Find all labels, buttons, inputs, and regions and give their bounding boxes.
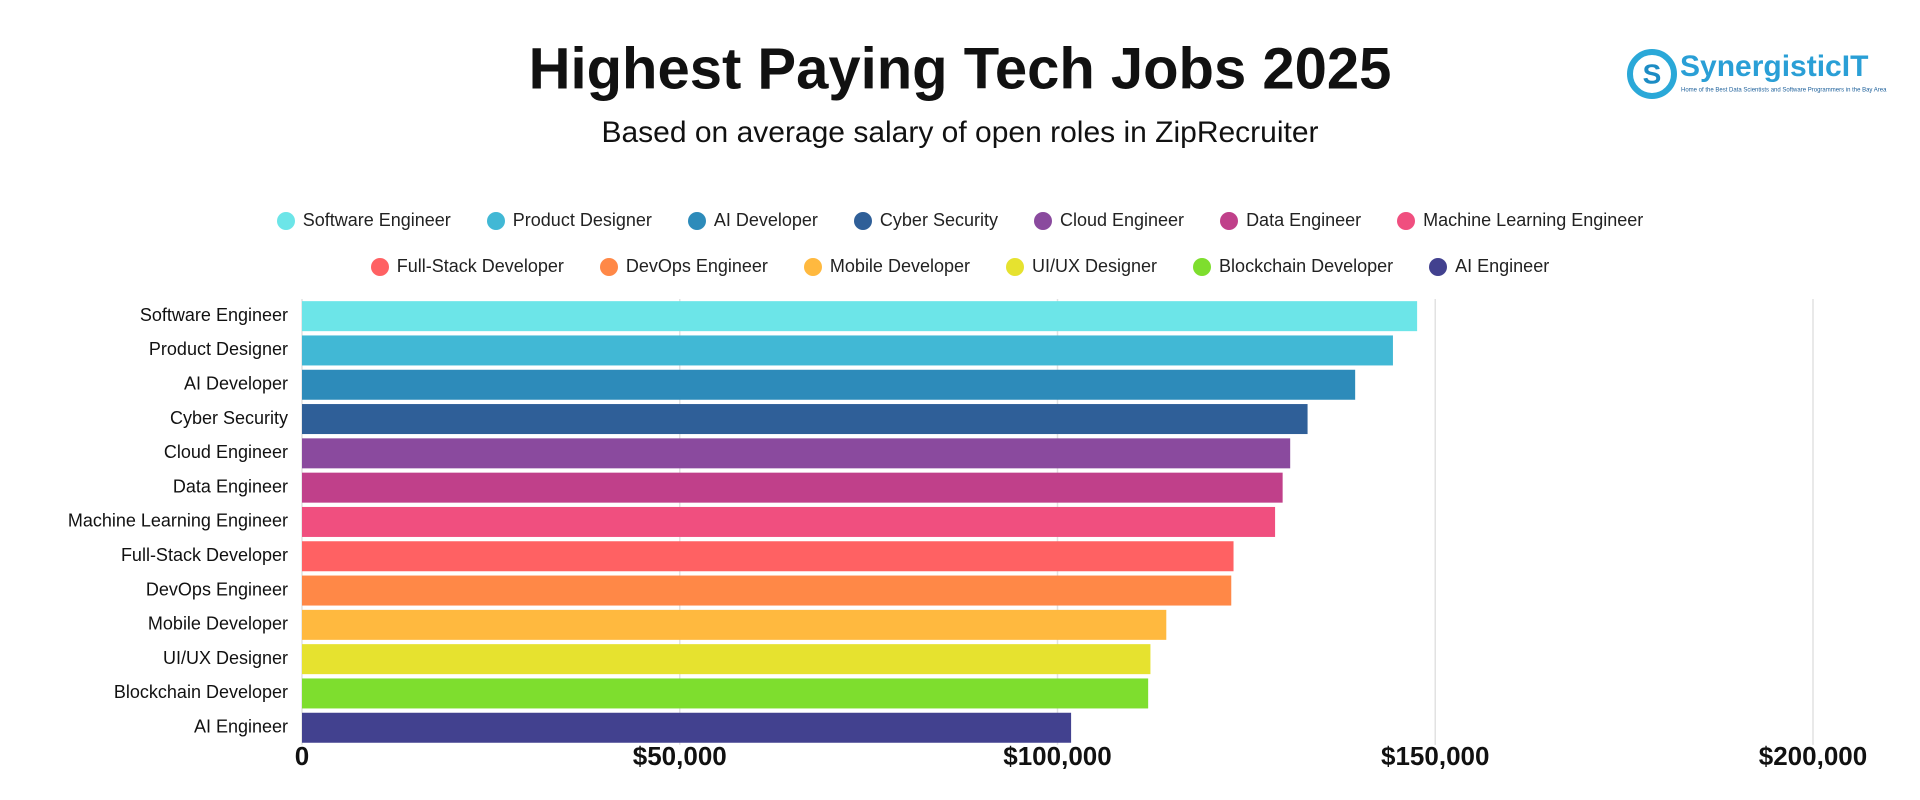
legend-item: Product Designer xyxy=(486,210,652,231)
y-tick-label: UI/UX Designer xyxy=(163,648,288,668)
legend-item: AI Engineer xyxy=(1429,256,1549,277)
x-tick-label: $100,000 xyxy=(1003,741,1111,771)
legend-item: Blockchain Developer xyxy=(1193,256,1393,277)
legend-swatch xyxy=(599,257,618,276)
legend-label: Software Engineer xyxy=(302,210,451,230)
legend-row: Software Engineer Product Designer AI Deve… xyxy=(0,210,1920,231)
legend-item: AI Developer xyxy=(687,210,818,231)
legend-swatch xyxy=(853,211,872,230)
bar xyxy=(302,301,1418,332)
legend-item: Mobile Developer xyxy=(803,256,970,277)
legend-label: DevOps Engineer xyxy=(625,256,768,276)
legend-label: Machine Learning Engineer xyxy=(1423,210,1644,230)
legend-swatch xyxy=(687,211,706,230)
y-tick-label: Data Engineer xyxy=(173,476,288,496)
y-tick-label: Cyber Security xyxy=(170,408,288,428)
y-tick-label: DevOps Engineer xyxy=(146,579,288,599)
bar xyxy=(302,335,1393,366)
x-tick-label: $50,000 xyxy=(633,741,727,771)
legend-label: Blockchain Developer xyxy=(1219,256,1394,276)
legend-item: Cyber Security xyxy=(853,210,998,231)
chart-subtitle: Based on average salary of open roles in… xyxy=(601,116,1318,149)
logo-text: SynergisticIT xyxy=(1680,50,1868,83)
legend-item: Full-Stack Developer xyxy=(370,256,564,277)
bar xyxy=(302,404,1308,435)
legend-swatch xyxy=(1006,257,1024,276)
y-tick-label: Full-Stack Developer xyxy=(121,545,288,565)
y-tick-label: Product Designer xyxy=(149,339,288,359)
y-tick-label: AI Developer xyxy=(184,374,288,394)
bar xyxy=(302,506,1276,537)
legend-item: Machine Learning Engineer xyxy=(1397,210,1643,231)
y-tick-label: Cloud Engineer xyxy=(164,442,288,462)
bar xyxy=(302,678,1149,709)
x-tick-label: $200,000 xyxy=(1759,741,1867,771)
legend-swatch xyxy=(370,257,389,276)
logo-tagline: Home of the Best Data Scientists and Sof… xyxy=(1681,88,1887,94)
legend-swatch xyxy=(1220,211,1239,230)
legend-item: DevOps Engineer xyxy=(599,256,768,277)
y-tick-label: Mobile Developer xyxy=(148,614,288,634)
legend-swatch xyxy=(1429,257,1448,276)
legend-swatch xyxy=(276,211,295,230)
legend-label: Product Designer xyxy=(512,210,652,230)
bar xyxy=(302,472,1283,503)
legend-label: Cloud Engineer xyxy=(1059,210,1185,230)
legend-swatch xyxy=(1193,257,1212,276)
bar xyxy=(302,644,1151,675)
legend-label: AI Engineer xyxy=(1455,256,1550,276)
legend-row: Full-Stack Developer DevOps Engineer Mobil… xyxy=(0,256,1920,277)
legend-label: Mobile Developer xyxy=(829,256,970,276)
bar xyxy=(302,712,1072,743)
legend-item: Data Engineer xyxy=(1220,210,1361,231)
x-tick-label: 0 xyxy=(295,741,309,771)
bar xyxy=(302,609,1167,640)
legend-label: AI Developer xyxy=(713,210,818,230)
bar xyxy=(302,369,1356,400)
legend-item: UI/UX Designer xyxy=(1006,256,1157,277)
x-tick-label: $150,000 xyxy=(1381,741,1489,771)
legend-label: Cyber Security xyxy=(879,210,998,230)
legend-swatch xyxy=(803,257,822,276)
bar xyxy=(302,438,1291,469)
bar xyxy=(302,575,1232,606)
chart-title: Highest Paying Tech Jobs 2025 xyxy=(529,36,1392,101)
bar xyxy=(302,541,1234,572)
y-tick-label: Software Engineer xyxy=(140,305,288,325)
legend-label: Full-Stack Developer xyxy=(396,256,564,276)
legend-item: Cloud Engineer xyxy=(1033,210,1185,231)
y-tick-label: Blockchain Developer xyxy=(114,682,288,702)
legend-label: Data Engineer xyxy=(1246,210,1362,230)
legend-swatch xyxy=(1397,211,1416,230)
logo-icon xyxy=(1627,49,1677,99)
y-tick-label: Machine Learning Engineer xyxy=(68,511,288,531)
legend-swatch xyxy=(1033,211,1052,230)
logo-icon-letter: S xyxy=(1643,58,1662,89)
y-tick-label: AI Engineer xyxy=(194,717,288,737)
legend-label: UI/UX Designer xyxy=(1032,256,1158,276)
legend-swatch xyxy=(486,211,505,230)
legend-item: Software Engineer xyxy=(276,210,451,231)
